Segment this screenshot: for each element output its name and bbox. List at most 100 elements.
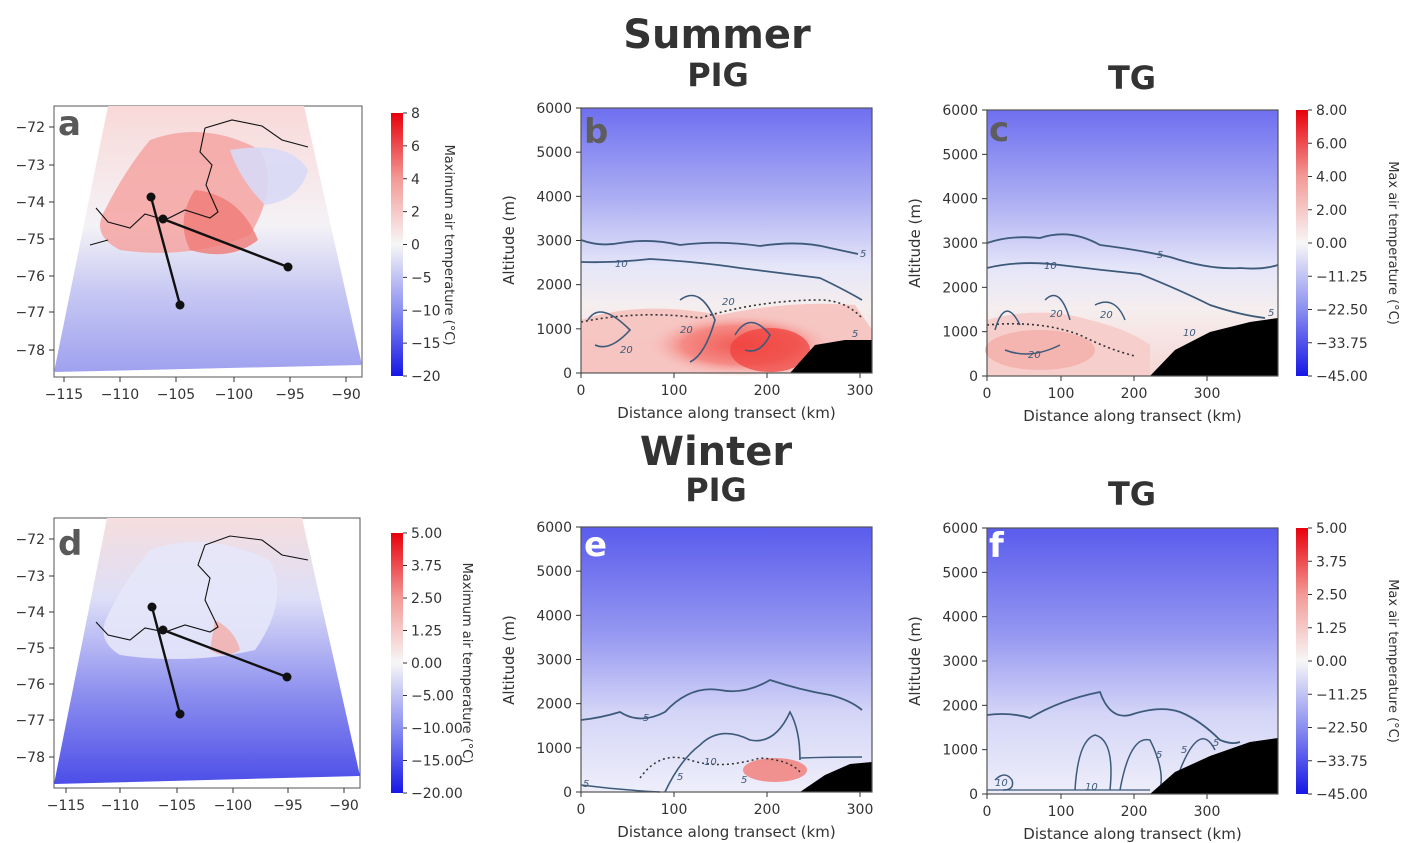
x-tick-label: −95 [275,387,305,403]
summer-title: Summer [623,12,811,58]
panel-f-label: f [989,526,1005,566]
x-tick-label: −90 [331,387,361,403]
colorbar-tick-label: 3.75 [1316,554,1347,570]
contour-label: 20 [1100,310,1113,321]
contour-label: 5 [643,713,649,724]
colorbar-a-ticks: 8 6 4 2 0 −5 −10 −15 −20 [403,106,441,385]
y-tick-label: 2000 [942,280,978,296]
panel-f-plot [986,527,1279,795]
x-tick-label: −115 [45,387,83,403]
y-tick-label: −74 [15,195,45,211]
x-tick-label: 300 [1194,804,1221,820]
colorbar-tick-label: −10 [411,303,441,319]
contour-label: 10 [1183,328,1196,339]
panel-c-plot [985,109,1279,377]
y-tick-label: −72 [15,120,45,136]
x-axis-label: Distance along transect (km) [1023,407,1241,425]
colorbar-tick-label: 0.00 [1316,654,1347,670]
panel-b-contour-labels: 5 10 20 20 20 5 [615,249,866,356]
colorbar-tick-label: 2 [411,205,420,221]
winter-title: Winter [640,429,793,475]
y-tick-label: 6000 [536,101,572,117]
x-tick-label: 100 [1048,804,1075,820]
panel-e-plot [580,526,873,793]
colorbar-tick-label: −15.00 [411,754,463,770]
colorbar-tick-label: −45.00 [1316,369,1368,385]
x-tick-label: −90 [329,798,359,814]
x-tick-label: 0 [983,386,992,402]
panel-f-contour-labels: 10 10 5 5 5 [995,738,1219,793]
colorbar-tick-label: −33.75 [1316,336,1368,352]
colorbar-tick-label: −45.00 [1316,787,1368,803]
colorbar-tick-label: 4.00 [1316,170,1347,186]
x-tick-label: 300 [1194,386,1221,402]
x-tick-label: 100 [1048,386,1075,402]
colorbar-tick-label: 2.50 [411,591,442,607]
colorbar-tick-label: 8 [411,106,420,122]
contour-label: 20 [722,297,735,308]
contour-label: 20 [1028,350,1041,361]
colorbar-tick-label: 5.00 [1316,521,1347,537]
colorbar-tick-label: −20 [411,369,441,385]
y-tick-label: 2000 [536,697,572,713]
contour-label: 5 [860,249,866,260]
panel-e-axes: 0 100 200 3000100020003000400050006000Dista… [500,520,873,841]
y-tick-label: 5000 [536,564,572,580]
y-tick-label: −74 [15,605,45,621]
y-tick-label: 0 [969,369,978,385]
panel-d-axes: −115 −110 −105 −100 −95 −90 −72 −73 −74 −75 −76 −77… [15,532,358,814]
contour-label: 5 [677,772,683,783]
panel-c-label: c [989,110,1009,150]
x-tick-label: −115 [47,798,85,814]
colorbar-tick-label: 0.00 [411,656,442,672]
contour-label: 5 [1156,750,1162,761]
y-tick-label: 2000 [536,278,572,294]
contour-label: 20 [1050,309,1063,320]
contour-label: 5 [852,329,858,340]
colorbar-a [391,113,403,376]
y-tick-label: 4000 [536,189,572,205]
panel-b-plot [580,107,873,377]
colorbar-f-ticks: 5.00 3.75 2.50 1.25 0.00 −11.25 −22.50 −33.75 −4… [1308,521,1368,803]
colorbar-c [1296,110,1308,376]
colorbar-tick-label: −5.00 [411,689,454,705]
contour-label: 5 [1157,250,1163,261]
panel-b-label: b [584,112,608,152]
panel-b-axes: 0 100 200 3000100020003000400050006000Dista… [500,101,873,422]
colorbar-f-label: Max air temperature (°C) [1385,579,1400,743]
y-tick-label: −76 [15,269,45,285]
x-tick-label: 200 [754,802,781,818]
contour-label: 5 [1181,745,1187,756]
x-tick-label: −95 [273,798,303,814]
colorbar-tick-label: 6 [411,139,420,155]
y-tick-label: 4000 [942,610,978,626]
x-axis-label: Distance along transect (km) [1023,825,1241,843]
y-tick-label: −77 [15,713,45,729]
y-tick-label: 4000 [942,192,978,208]
x-axis-label: Distance along transect (km) [617,404,835,422]
y-tick-label: 5000 [942,147,978,163]
y-axis-label: Altitude (m) [906,198,924,288]
colorbar-tick-label: 8.00 [1316,103,1347,119]
colorbar-tick-label: −10.00 [411,721,463,737]
y-tick-label: 1000 [536,741,572,757]
y-tick-label: −73 [15,569,45,585]
y-tick-label: −76 [15,677,45,693]
x-tick-label: 100 [661,802,688,818]
y-tick-label: 1000 [942,743,978,759]
panel-f-axes: 0 100 200 3000100020003000400050006000Dista… [906,521,1242,843]
y-axis-label: Altitude (m) [500,195,518,285]
y-tick-label: 2000 [942,698,978,714]
panel-e-title: PIG [685,471,747,509]
y-tick-label: −73 [15,158,45,174]
x-tick-label: 0 [577,383,586,399]
panel-e-contour-labels: 5 10 5 5 5 [583,713,747,790]
contour-label: 10 [1044,261,1057,272]
contour-label: 10 [995,778,1008,789]
colorbar-d-label: Maximum air temperature (°C) [459,563,474,764]
colorbar-tick-label: 5.00 [411,526,442,542]
colorbar-d [391,533,403,793]
y-tick-label: 3000 [536,234,572,250]
y-tick-label: 3000 [942,654,978,670]
